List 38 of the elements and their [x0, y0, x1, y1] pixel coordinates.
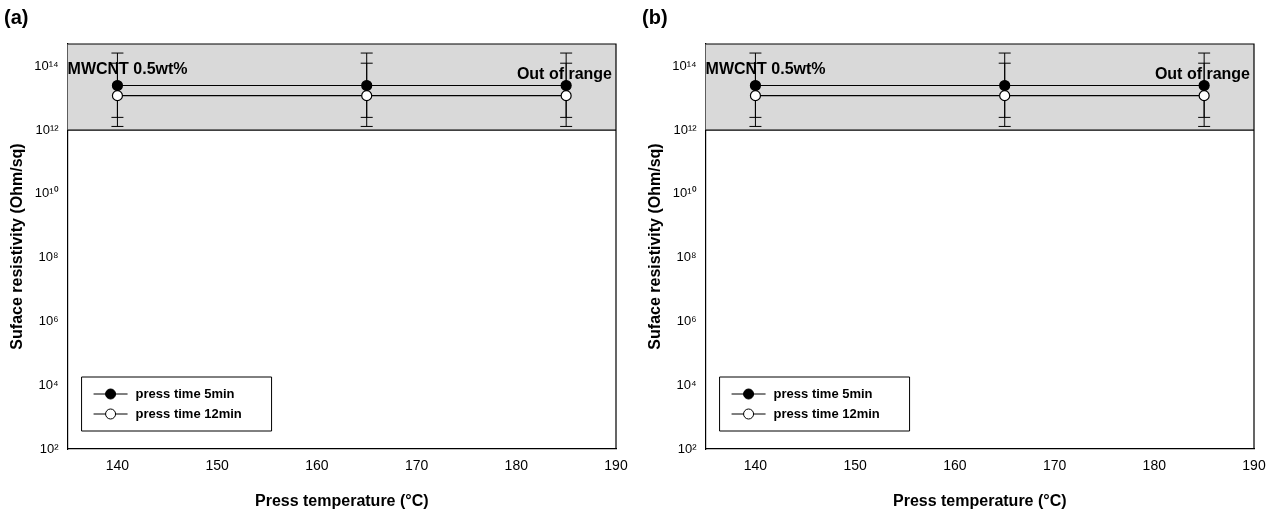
- legend-label: press time 12min: [773, 405, 880, 421]
- y-tick-label: 10⁸: [676, 249, 697, 265]
- y-tick-label: 10⁶: [676, 313, 697, 329]
- x-tick-label: 170: [1042, 457, 1067, 474]
- x-axis-title: Press temperature (°C): [255, 491, 429, 509]
- x-tick-label: 170: [404, 457, 429, 474]
- x-tick-label: 150: [205, 457, 230, 474]
- y-tick-label: 10⁸: [38, 249, 59, 265]
- y-tick-label: 10²: [39, 440, 60, 456]
- y-tick-label: 10²: [677, 440, 698, 456]
- x-tick-label: 150: [843, 457, 868, 474]
- y-tick-label: 10⁴: [676, 376, 697, 392]
- x-tick-label: 180: [1142, 457, 1167, 474]
- x-tick-label: 190: [604, 457, 628, 474]
- y-tick-label: 10¹⁰: [34, 185, 59, 201]
- y-tick-label: 10¹⁴: [672, 57, 697, 73]
- legend-label: press time 5min: [135, 385, 235, 401]
- y-tick-label: 10¹⁴: [34, 57, 59, 73]
- legend-label: press time 5min: [773, 385, 873, 401]
- x-tick-label: 190: [1242, 457, 1266, 474]
- band-label: Out of range: [516, 65, 613, 83]
- y-tick-label: 10⁶: [38, 313, 59, 329]
- y-axis-title: Suface resistivity (Ohm/sq): [646, 143, 664, 350]
- x-tick-label: 140: [743, 457, 768, 474]
- chart-title: (b): [642, 5, 668, 28]
- x-tick-label: 160: [943, 457, 967, 474]
- chart-title: (a): [4, 5, 29, 28]
- y-tick-label: 10⁴: [38, 376, 59, 392]
- x-axis-title: Press temperature (°C): [893, 491, 1067, 509]
- y-tick-label: 10¹²: [35, 121, 60, 137]
- y-axis-title: Suface resistivity (Ohm/sq): [8, 143, 26, 350]
- x-tick-label: 160: [305, 457, 329, 474]
- x-tick-label: 140: [105, 457, 130, 474]
- x-tick-label: 180: [504, 457, 529, 474]
- y-tick-label: 10¹²: [673, 121, 698, 137]
- legend-label: press time 12min: [135, 405, 242, 421]
- y-tick-label: 10¹⁰: [672, 185, 697, 201]
- band-label: Out of range: [1154, 65, 1251, 83]
